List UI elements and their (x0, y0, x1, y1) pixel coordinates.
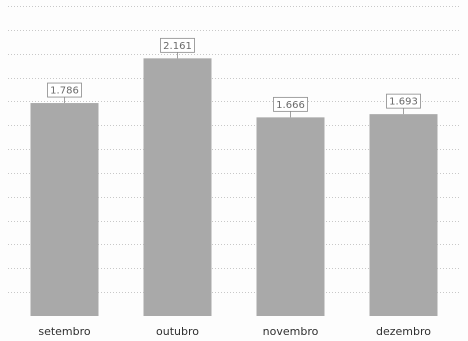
bar-novembro (256, 117, 325, 316)
data-label-box (273, 96, 308, 112)
data-label: 2.161 (163, 41, 192, 52)
data-label: 1.693 (389, 97, 418, 108)
bar-outubro (143, 58, 212, 316)
x-tick-label: novembro (263, 325, 319, 338)
data-label-box (47, 82, 82, 98)
data-label: 1.666 (276, 100, 305, 111)
data-label: 1.786 (50, 86, 79, 97)
bar-setembro (30, 103, 99, 316)
data-labels: 1.786 2.161 1.666 1.693 (47, 37, 421, 118)
data-label-box (386, 93, 421, 109)
data-label-box (160, 37, 195, 53)
x-tick-label: outubro (156, 325, 199, 338)
bar-dezembro (369, 114, 438, 317)
x-axis-tick-labels: setembro outubro novembro dezembro (38, 325, 431, 338)
x-tick-label: setembro (38, 325, 91, 338)
x-tick-label: dezembro (376, 325, 431, 338)
bars (30, 58, 438, 317)
